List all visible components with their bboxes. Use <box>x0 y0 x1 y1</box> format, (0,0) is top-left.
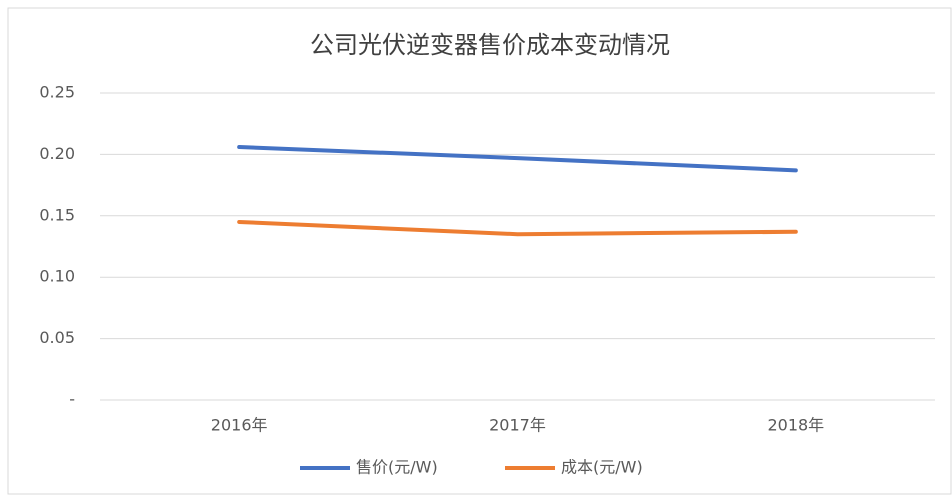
legend-label: 成本(元/W) <box>561 458 643 477</box>
y-tick-label: 0.20 <box>39 144 75 163</box>
chart-frame <box>7 7 952 495</box>
y-tick-label: - <box>69 390 75 409</box>
series-line <box>237 219 798 237</box>
series-line <box>237 145 798 173</box>
x-tick-label: 2017年 <box>489 416 546 435</box>
y-tick-label: 0.10 <box>39 267 75 286</box>
y-tick-label: 0.15 <box>39 205 75 224</box>
x-tick-label: 2018年 <box>767 416 824 435</box>
legend-label: 售价(元/W) <box>356 458 438 477</box>
x-tick-label: 2016年 <box>211 416 268 435</box>
y-tick-label: 0.25 <box>39 83 75 102</box>
chart-title: 公司光伏逆变器售价成本变动情况 <box>310 31 670 59</box>
y-tick-label: 0.05 <box>39 328 75 347</box>
